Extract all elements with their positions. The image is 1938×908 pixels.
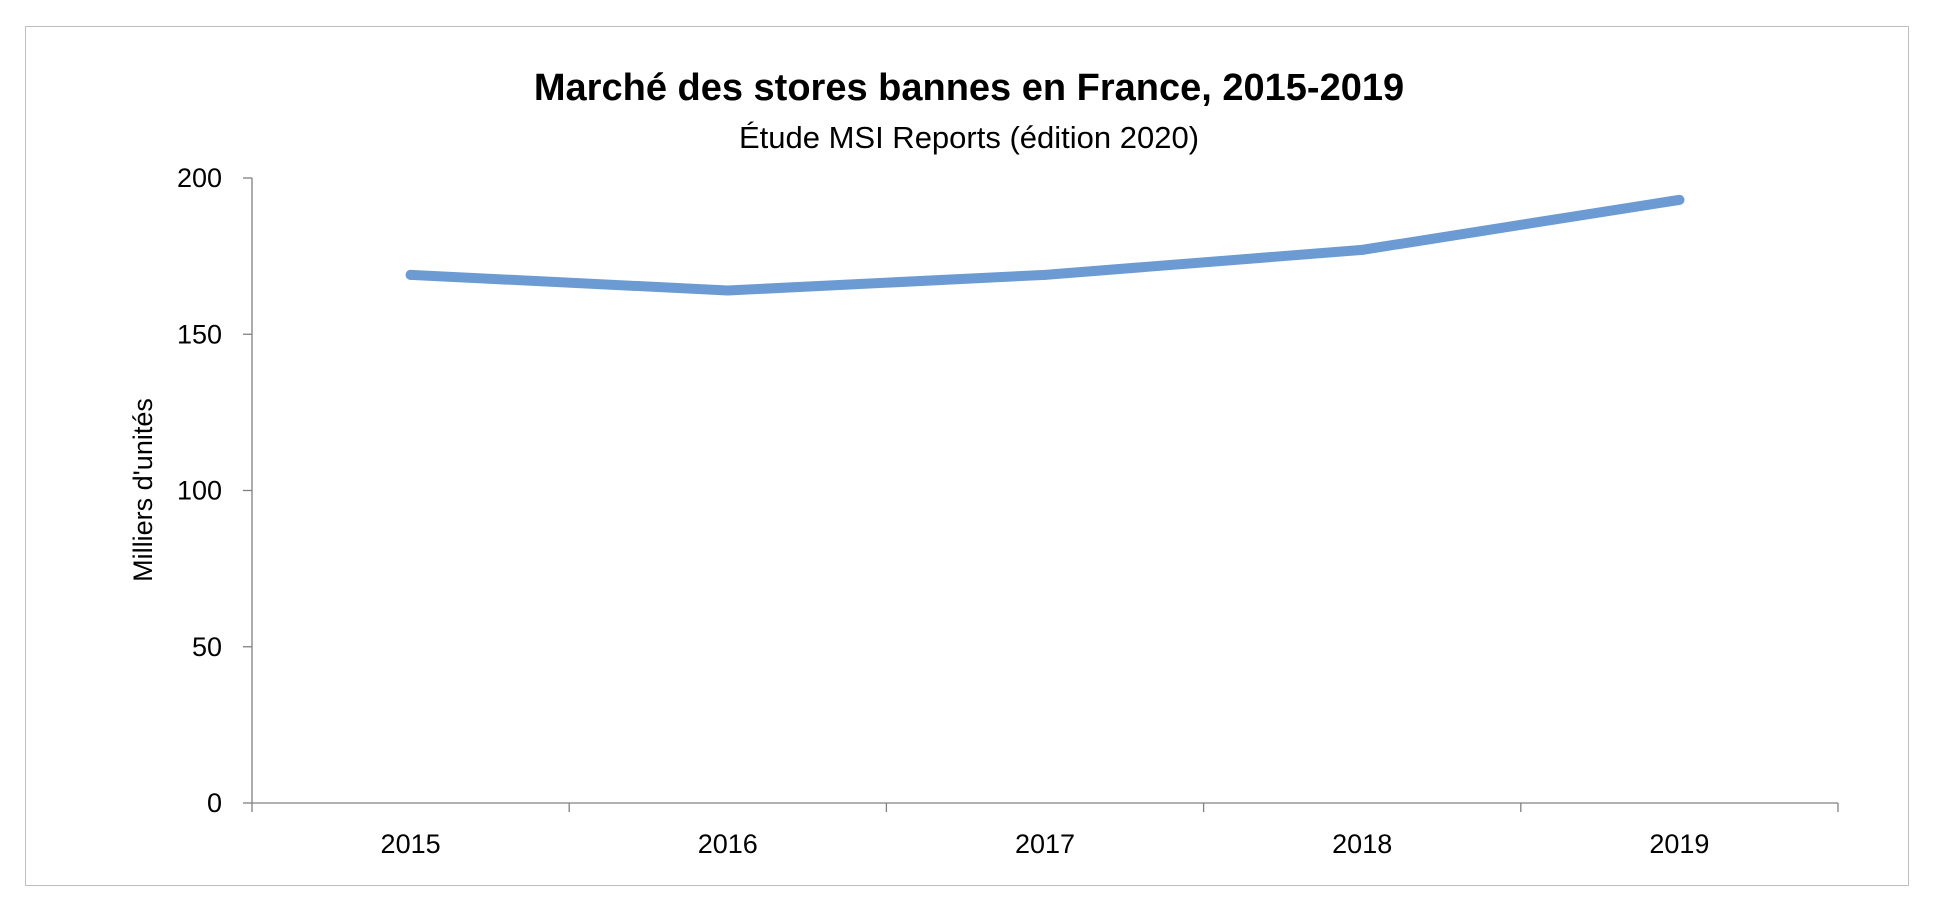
x-tick-label: 2015 — [381, 829, 441, 859]
data-point — [722, 285, 733, 296]
axes: 0 50 100 150 200 2015 2016 2017 2018 2019 — [177, 163, 1839, 859]
chart-subtitle: Étude MSI Reports (édition 2020) — [739, 120, 1199, 155]
x-tick-label: 2018 — [1332, 829, 1392, 859]
x-tick-label: 2016 — [698, 829, 758, 859]
y-axis-title: Milliers d'unités — [128, 398, 158, 582]
chart-title: Marché des stores bannes en France, 2015… — [534, 67, 1404, 109]
x-tick-label: 2019 — [1649, 829, 1709, 859]
series-layer — [405, 194, 1685, 296]
y-tick-label: 150 — [177, 319, 222, 349]
data-point — [1357, 244, 1368, 255]
y-tick-label: 100 — [177, 476, 222, 506]
data-point — [1674, 194, 1685, 205]
x-tick-label: 2017 — [1015, 829, 1075, 859]
data-point — [1040, 269, 1050, 280]
data-point — [405, 269, 416, 280]
chart-frame — [25, 26, 1909, 886]
y-tick-label: 200 — [177, 163, 222, 193]
y-tick-label: 50 — [192, 632, 222, 662]
y-tick-label: 0 — [207, 788, 222, 818]
